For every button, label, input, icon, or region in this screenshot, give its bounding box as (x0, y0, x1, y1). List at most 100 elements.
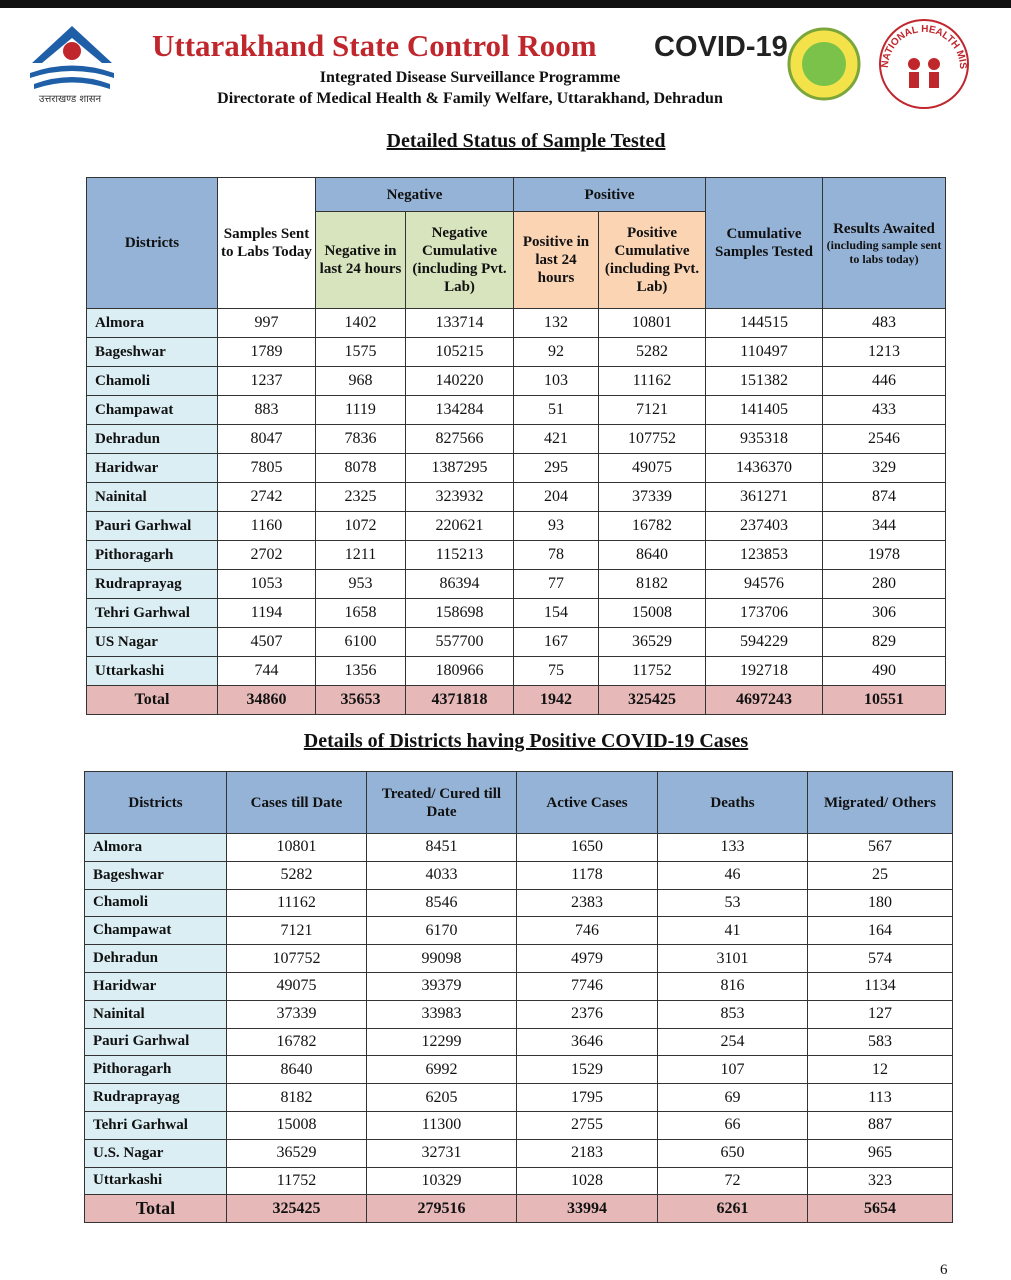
cell: 5282 (598, 337, 706, 367)
cell: 10801 (598, 308, 706, 338)
cell: 164 (807, 916, 953, 946)
cell: 8640 (598, 540, 706, 570)
cell: 433 (822, 395, 946, 425)
header-cell: Cumulative Samples Tested (705, 177, 823, 309)
cell: 103 (513, 366, 599, 396)
cell: 37339 (598, 482, 706, 512)
cell: 158698 (405, 598, 514, 628)
district-cell: Uttarkashi (84, 1166, 227, 1196)
district-cell: Rudraprayag (84, 1083, 227, 1112)
cell: 110497 (705, 337, 823, 367)
cell: 2183 (516, 1138, 658, 1168)
cell: 446 (822, 366, 946, 396)
cell: 15008 (226, 1110, 367, 1140)
row: US Nagar 4507 6100 557700 167 36529 594229 829 (86, 627, 946, 657)
total-cell: 4371818 (405, 685, 514, 715)
district-cell: Dehradun (86, 424, 218, 454)
cell: 816 (657, 971, 808, 1001)
cell: 1053 (217, 569, 316, 599)
nhm-logo: NATIONAL HEALTH MISSION (876, 14, 969, 109)
total-cell: Total (84, 1194, 227, 1224)
total-cell: 1942 (513, 685, 599, 715)
cell: 46 (657, 860, 808, 890)
row: Bageshwar 1789 1575 105215 92 5282 110497 1213 (86, 337, 946, 367)
row: Haridwar 7805 8078 1387295 295 49075 1436370 32… (86, 453, 946, 483)
cell: 567 (807, 833, 953, 862)
header-cell: Negative in last 24 hours (315, 211, 406, 309)
cell: 93 (513, 511, 599, 541)
header-cell: Active Cases (516, 771, 658, 834)
cell: 8047 (217, 424, 316, 454)
cell: 10329 (366, 1166, 517, 1196)
total-row: Total 325425 279516 33994 6261 5654 (84, 1194, 953, 1224)
cell: 329 (822, 453, 946, 483)
cell: 107752 (226, 944, 367, 973)
cell: 151382 (705, 366, 823, 396)
cell: 92 (513, 337, 599, 367)
header-cell: Treated/ Cured till Date (366, 771, 517, 834)
cell: 746 (516, 916, 658, 946)
district-cell: Pauri Garhwal (86, 511, 218, 541)
cell: 113 (807, 1083, 953, 1112)
cell: 965 (807, 1138, 953, 1168)
cell: 192718 (705, 656, 823, 686)
cell: 827566 (405, 424, 514, 454)
cell: 66 (657, 1110, 808, 1140)
covid-label: COVID-19 (654, 31, 788, 63)
row: Pauri Garhwal 16782 12299 3646 254 583 (84, 1027, 953, 1057)
row: Uttarkashi 744 1356 180966 75 11752 192718 490 (86, 656, 946, 686)
district-cell: Pithoragarh (86, 540, 218, 570)
cases-table: Districts Cases till Date Treated/ Cured t… (84, 771, 953, 1224)
cell: 32731 (366, 1138, 517, 1168)
cell: 36529 (226, 1138, 367, 1168)
cell: 167 (513, 627, 599, 657)
cell: 133714 (405, 308, 514, 338)
cell: 1134 (807, 971, 953, 1001)
total-cell: 325425 (598, 685, 706, 715)
header-cell: Negative Cumulative (including Pvt. Lab) (405, 211, 514, 309)
cell: 7121 (598, 395, 706, 425)
header-cell: Negative (315, 177, 514, 212)
cell: 127 (807, 999, 953, 1029)
cell: 2383 (516, 888, 658, 918)
total-cell: 35653 (315, 685, 406, 715)
total-cell: 10551 (822, 685, 946, 715)
cell: 53 (657, 888, 808, 918)
cell: 887 (807, 1110, 953, 1140)
cell: 883 (217, 395, 316, 425)
cell: 134284 (405, 395, 514, 425)
cell: 49075 (598, 453, 706, 483)
cell: 874 (822, 482, 946, 512)
cell: 8640 (226, 1055, 367, 1085)
cell: 829 (822, 627, 946, 657)
cell: 37339 (226, 999, 367, 1029)
cell: 323 (807, 1166, 953, 1196)
cell: 1387295 (405, 453, 514, 483)
cell: 361271 (705, 482, 823, 512)
cell: 4033 (366, 860, 517, 890)
cell: 1650 (516, 833, 658, 862)
cell: 78 (513, 540, 599, 570)
header-cell: Migrated/ Others (807, 771, 953, 834)
cell: 3646 (516, 1027, 658, 1057)
row: Nainital 2742 2325 323932 204 37339 361271 874 (86, 482, 946, 512)
top-bar (0, 0, 1011, 8)
state-logo: उत्तराखण्ड शासन (30, 26, 114, 105)
cell: 7121 (226, 916, 367, 946)
row: U.S. Nagar 36529 32731 2183 650 965 (84, 1138, 953, 1168)
cell: 72 (657, 1166, 808, 1196)
district-cell: US Nagar (86, 627, 218, 657)
cell: 997 (217, 308, 316, 338)
cell: 1575 (315, 337, 406, 367)
district-cell: Nainital (84, 999, 227, 1029)
cell: 204 (513, 482, 599, 512)
district-cell: Pithoragarh (84, 1055, 227, 1085)
row: Nainital 37339 33983 2376 853 127 (84, 999, 953, 1029)
header-cell: Districts (84, 771, 227, 834)
district-cell: Almora (84, 833, 227, 862)
cell: 2546 (822, 424, 946, 454)
total-cell: 33994 (516, 1194, 658, 1224)
cell: 5282 (226, 860, 367, 890)
cell: 295 (513, 453, 599, 483)
row: Dehradun 8047 7836 827566 421 107752 935318 254… (86, 424, 946, 454)
